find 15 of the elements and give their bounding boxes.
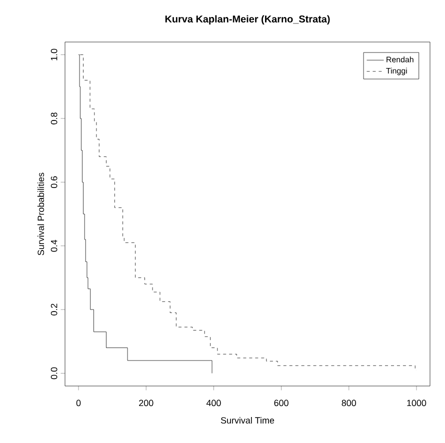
y-tick-label: 0.0: [50, 367, 58, 380]
x-axis-title: Survival Time: [220, 416, 274, 424]
x-tick-label: 1000: [407, 400, 426, 406]
x-tick-label: 200: [139, 400, 154, 406]
y-tick-label: 0.2: [50, 304, 58, 316]
x-tick-label: 0: [76, 400, 81, 406]
x-tick-label: 400: [206, 400, 221, 406]
y-axis-title: Survival Probabilities: [37, 172, 44, 256]
x-tick-label: 600: [274, 400, 288, 406]
y-tick-label: 0.8: [50, 112, 58, 124]
y-tick-label: 1.0: [50, 48, 58, 60]
chart-title: Kurva Kaplan-Meier (Karno_Strata): [165, 15, 330, 24]
y-tick-label: 0.6: [50, 176, 58, 188]
y-tick-label: 0.4: [50, 240, 58, 252]
x-tick-label: 800: [342, 400, 356, 406]
